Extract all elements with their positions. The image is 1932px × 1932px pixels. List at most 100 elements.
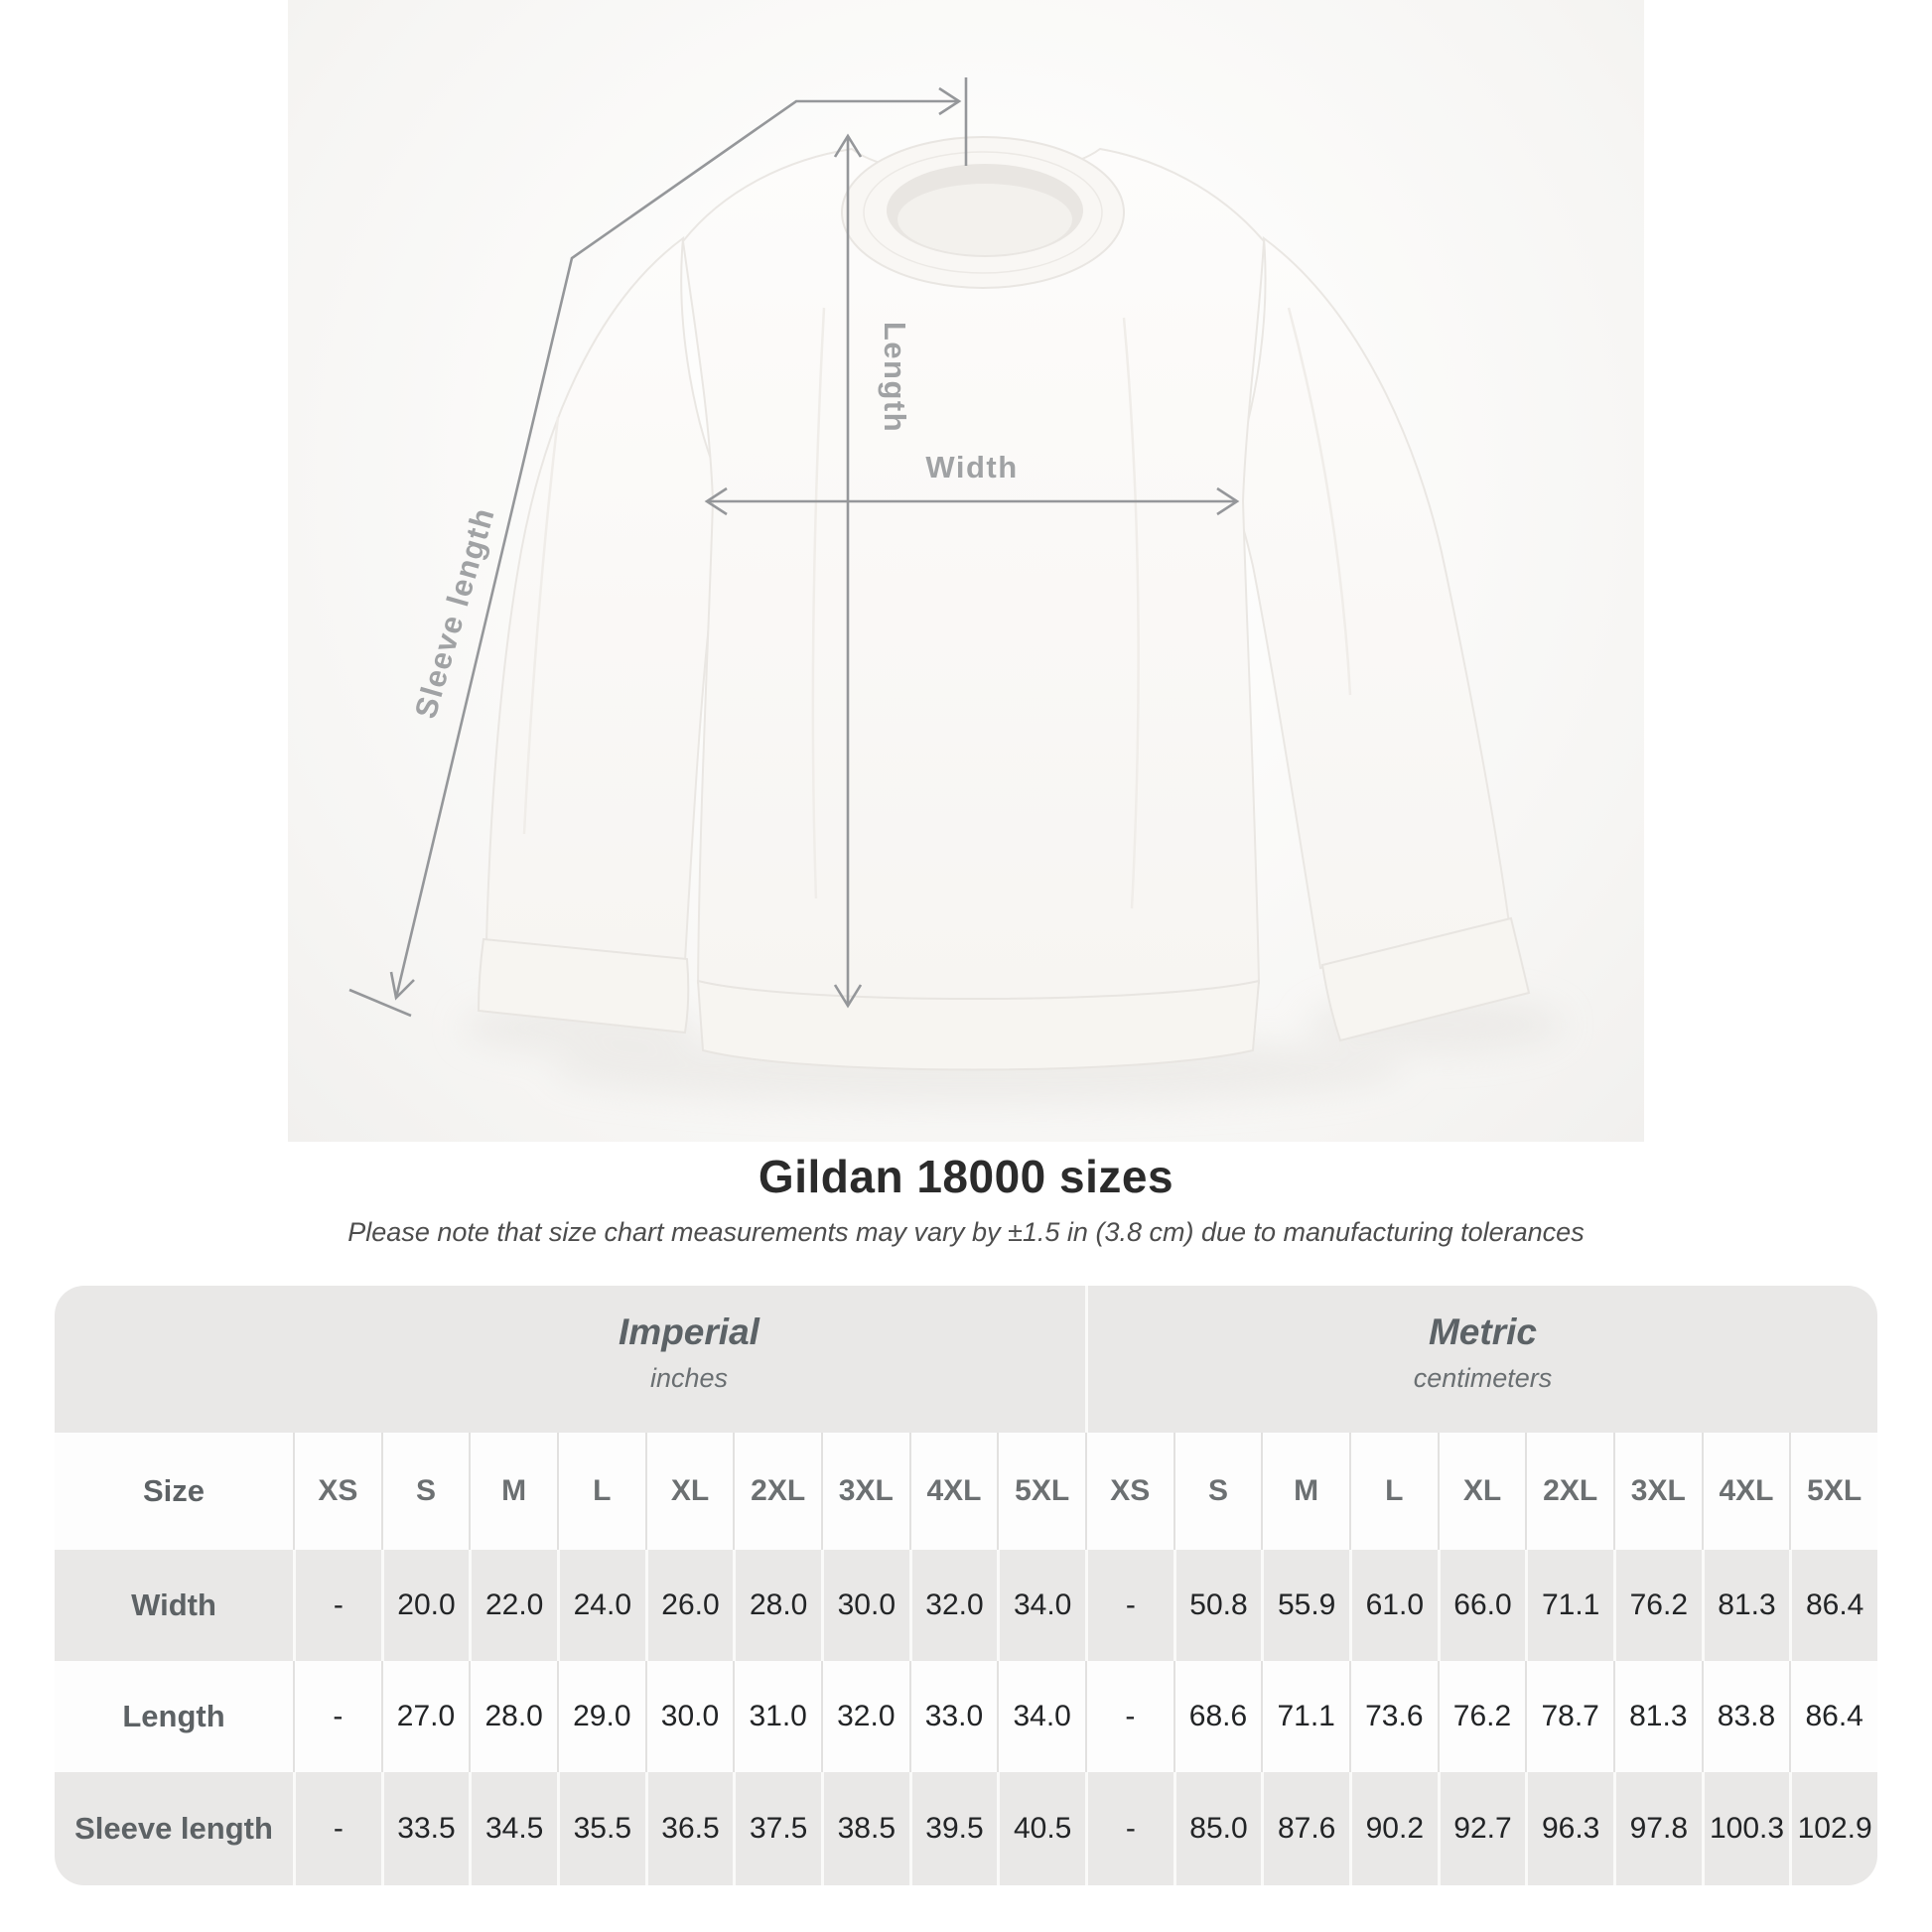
cell-width-imperial-2xl: 28.0 [733, 1550, 821, 1661]
col-header-imperial-s: S [380, 1433, 470, 1550]
cell-width-imperial-4xl: 32.0 [908, 1550, 998, 1661]
cell-sleeve-length-imperial-l: 35.5 [556, 1772, 645, 1885]
cell-sleeve-length-metric-xl: 92.7 [1437, 1772, 1526, 1885]
width-arrowhead-right [1216, 486, 1240, 516]
cell-length-metric-2xl: 78.7 [1525, 1661, 1613, 1772]
row-label-width: Width [55, 1550, 293, 1661]
cell-length-imperial-xl: 30.0 [644, 1661, 734, 1772]
cell-width-metric-3xl: 76.2 [1612, 1550, 1702, 1661]
length-arrowhead-top [833, 133, 863, 158]
cell-width-imperial-5xl: 34.0 [997, 1550, 1085, 1661]
cell-length-imperial-m: 28.0 [469, 1661, 557, 1772]
cell-width-metric-5xl: 86.4 [1789, 1550, 1877, 1661]
column-group-imperial-title: Imperial [619, 1311, 759, 1352]
cell-length-imperial-5xl: 34.0 [997, 1661, 1085, 1772]
collar [841, 136, 1125, 289]
cell-sleeve-length-metric-3xl: 97.8 [1612, 1772, 1702, 1885]
col-header-metric-xs: XS [1084, 1433, 1173, 1550]
cell-sleeve-length-metric-4xl: 100.3 [1701, 1772, 1790, 1885]
cell-length-metric-3xl: 81.3 [1612, 1661, 1702, 1772]
col-header-imperial-m: M [469, 1433, 557, 1550]
fabric-folds [522, 307, 1352, 909]
cell-sleeve-length-imperial-3xl: 38.5 [820, 1772, 909, 1885]
right-cuff [1320, 916, 1531, 1042]
cell-width-metric-l: 61.0 [1348, 1550, 1438, 1661]
cell-sleeve-length-imperial-xl: 36.5 [644, 1772, 734, 1885]
cell-length-metric-l: 73.6 [1348, 1661, 1438, 1772]
cell-width-metric-xs: - [1084, 1550, 1173, 1661]
col-header-metric-m: M [1261, 1433, 1349, 1550]
left-cuff [477, 937, 690, 1035]
col-header-metric-xl: XL [1437, 1433, 1526, 1550]
col-header-imperial-4xl: 4XL [908, 1433, 998, 1550]
column-group-metric-unit: centimeters [1413, 1363, 1553, 1393]
cell-length-metric-5xl: 86.4 [1789, 1661, 1877, 1772]
cell-sleeve-length-metric-s: 85.0 [1173, 1772, 1262, 1885]
col-header-imperial-5xl: 5XL [997, 1433, 1085, 1550]
cell-sleeve-length-imperial-m: 34.5 [469, 1772, 557, 1885]
length-label: Length [878, 322, 912, 433]
cell-sleeve-length-metric-l: 90.2 [1348, 1772, 1438, 1885]
cell-width-imperial-m: 22.0 [469, 1550, 557, 1661]
col-header-metric-l: L [1348, 1433, 1438, 1550]
hem-band [696, 979, 1261, 1071]
size-table: Imperial inches Metric centimeters Size XS S M L… [55, 1286, 1877, 1885]
width-label: Width [925, 450, 1018, 484]
column-group-metric-title: Metric [1428, 1311, 1537, 1352]
cell-width-metric-4xl: 81.3 [1701, 1550, 1790, 1661]
cell-sleeve-length-metric-xs: - [1084, 1772, 1173, 1885]
sleeve-length-line [394, 99, 959, 999]
column-group-imperial-unit: inches [649, 1363, 729, 1393]
cell-length-metric-xs: - [1084, 1661, 1173, 1772]
sweatshirt-measurement-diagram: Width Length Sleeve length [348, 77, 1564, 1106]
cell-width-metric-s: 50.8 [1173, 1550, 1262, 1661]
cell-length-imperial-s: 27.0 [380, 1661, 470, 1772]
width-arrowhead-left [704, 486, 728, 516]
col-header-imperial-xs: XS [293, 1433, 381, 1550]
cell-width-imperial-3xl: 30.0 [820, 1550, 909, 1661]
cell-width-imperial-s: 20.0 [380, 1550, 470, 1661]
col-header-metric-4xl: 4XL [1701, 1433, 1790, 1550]
cell-sleeve-length-imperial-s: 33.5 [380, 1772, 470, 1885]
title-block: Gildan 18000 sizes Please note that size… [0, 1150, 1932, 1248]
cell-length-imperial-2xl: 31.0 [733, 1661, 821, 1772]
column-group-metric: Metric centimeters [1084, 1286, 1877, 1433]
cell-sleeve-length-metric-5xl: 102.9 [1789, 1772, 1877, 1885]
cell-sleeve-length-imperial-5xl: 40.5 [997, 1772, 1085, 1885]
sleeve-arrowhead-cuff [389, 971, 415, 1001]
tolerance-note: Please note that size chart measurements… [347, 1217, 1585, 1247]
cell-width-imperial-xs: - [293, 1550, 381, 1661]
cell-length-metric-xl: 76.2 [1437, 1661, 1526, 1772]
page-title: Gildan 18000 sizes [758, 1151, 1174, 1202]
sleeve-cuff-tick [348, 988, 412, 1018]
cell-width-metric-m: 55.9 [1261, 1550, 1349, 1661]
cell-sleeve-length-imperial-4xl: 39.5 [908, 1772, 998, 1885]
col-header-imperial-3xl: 3XL [820, 1433, 909, 1550]
left-sleeve [484, 235, 724, 963]
col-header-metric-5xl: 5XL [1789, 1433, 1877, 1550]
sleeve-arrowhead-right [938, 86, 962, 116]
row-label-sleeve-length: Sleeve length [55, 1772, 293, 1885]
size-column-header: Size [55, 1433, 293, 1550]
row-label-length: Length [55, 1661, 293, 1772]
cell-width-metric-xl: 66.0 [1437, 1550, 1526, 1661]
cell-sleeve-length-imperial-2xl: 37.5 [733, 1772, 821, 1885]
col-header-metric-2xl: 2XL [1525, 1433, 1613, 1550]
table-corner-cell [55, 1286, 293, 1433]
cell-length-imperial-3xl: 32.0 [820, 1661, 909, 1772]
col-header-imperial-xl: XL [644, 1433, 734, 1550]
right-sleeve [1225, 235, 1511, 970]
col-header-metric-3xl: 3XL [1612, 1433, 1702, 1550]
cell-width-imperial-l: 24.0 [556, 1550, 645, 1661]
col-header-imperial-2xl: 2XL [733, 1433, 821, 1550]
cell-sleeve-length-metric-m: 87.6 [1261, 1772, 1349, 1885]
cell-length-imperial-xs: - [293, 1661, 381, 1772]
length-arrowhead-bottom [833, 984, 863, 1009]
cell-sleeve-length-imperial-xs: - [293, 1772, 381, 1885]
cell-length-imperial-4xl: 33.0 [908, 1661, 998, 1772]
measurement-lines [348, 77, 1240, 1018]
cell-width-metric-2xl: 71.1 [1525, 1550, 1613, 1661]
column-group-imperial: Imperial inches [293, 1286, 1085, 1433]
col-header-metric-s: S [1173, 1433, 1262, 1550]
cell-width-imperial-xl: 26.0 [644, 1550, 734, 1661]
